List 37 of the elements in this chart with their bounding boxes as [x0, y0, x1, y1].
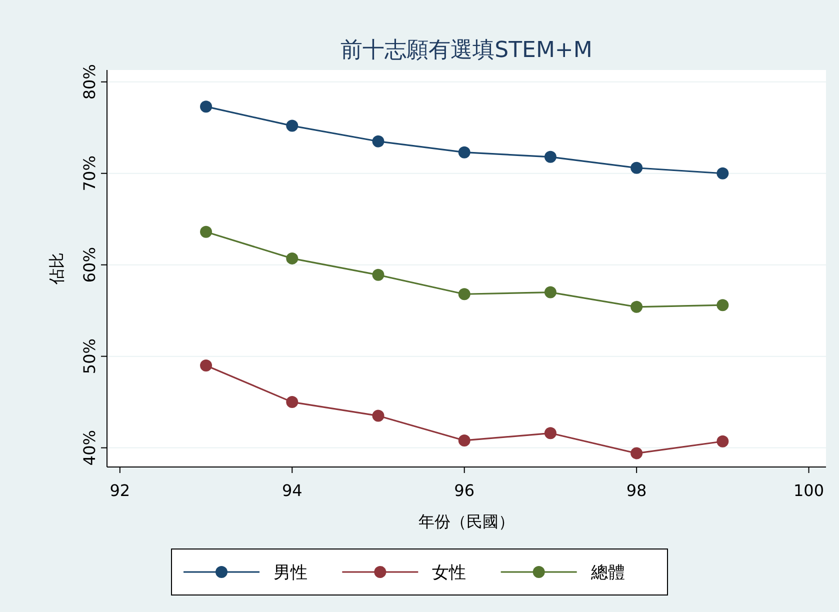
y-axis-title: 佔比 — [47, 252, 66, 286]
point — [716, 167, 729, 180]
point — [630, 162, 643, 174]
point — [200, 100, 212, 113]
x-tick-label: 96 — [454, 481, 475, 500]
point — [200, 359, 212, 372]
point — [372, 268, 384, 281]
x-tick-label: 100 — [794, 481, 824, 500]
y-tick-label: 50% — [80, 338, 99, 374]
point — [716, 435, 729, 448]
point — [200, 226, 212, 238]
point — [458, 434, 470, 446]
x-tick-label: 92 — [110, 481, 130, 500]
legend-label: 女性 — [432, 563, 466, 583]
chart-title: 前十志願有選填STEM+M — [340, 38, 592, 63]
y-tick-label: 80% — [80, 64, 99, 100]
point — [458, 288, 470, 300]
point — [544, 150, 556, 163]
y-tick-label: 40% — [80, 430, 99, 466]
point — [372, 135, 384, 148]
point — [544, 427, 556, 440]
x-axis-title: 年份（民國） — [418, 512, 514, 531]
point — [630, 300, 643, 313]
point — [544, 286, 556, 298]
y-tick-label: 70% — [80, 156, 99, 192]
legend-label: 男性 — [274, 563, 308, 583]
x-tick-label: 94 — [282, 481, 302, 500]
legend-label: 總體 — [590, 563, 625, 583]
point — [458, 146, 470, 158]
point — [286, 252, 298, 264]
point — [286, 396, 298, 408]
point — [372, 410, 384, 422]
point — [716, 299, 729, 312]
point — [630, 447, 643, 460]
x-tick-label: 98 — [626, 481, 647, 500]
y-tick-label: 60% — [80, 247, 99, 283]
point — [286, 120, 298, 132]
